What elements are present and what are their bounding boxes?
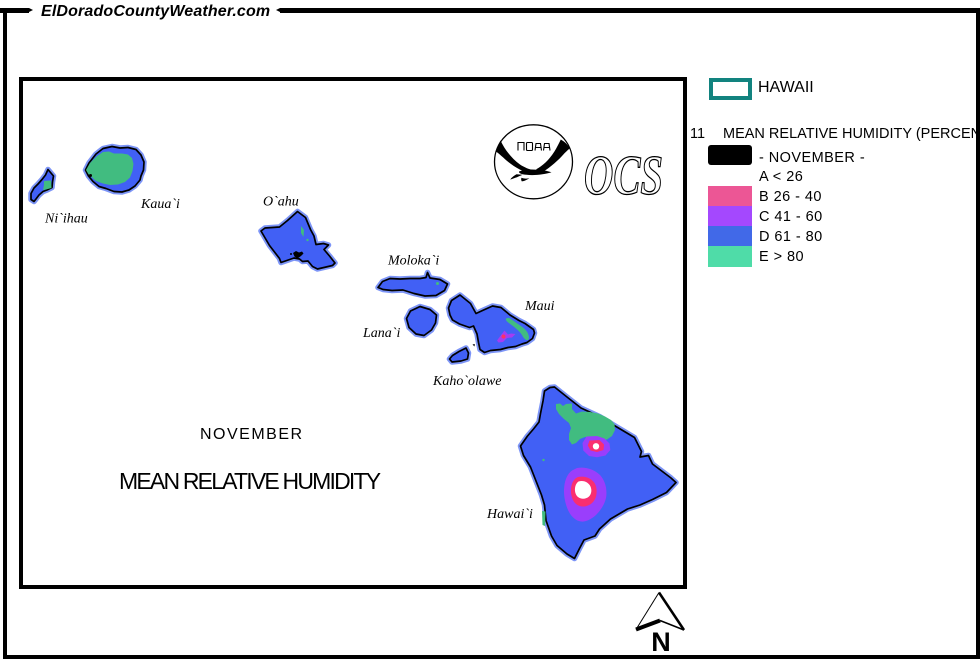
svg-text:Maui: Maui: [524, 299, 555, 314]
svg-text:Moloka`i: Moloka`i: [387, 254, 439, 269]
svg-text:Lana`i: Lana`i: [362, 326, 400, 341]
svg-text:Kaua`i: Kaua`i: [140, 197, 180, 212]
svg-text:Ni`ihau: Ni`ihau: [44, 212, 88, 227]
svg-text:N: N: [651, 627, 671, 657]
svg-text:Kaho`olawe: Kaho`olawe: [432, 374, 501, 389]
svg-text:O`ahu: O`ahu: [263, 195, 299, 210]
svg-text:OCS: OCS: [584, 145, 663, 207]
svg-text:Hawai`i: Hawai`i: [486, 507, 533, 522]
